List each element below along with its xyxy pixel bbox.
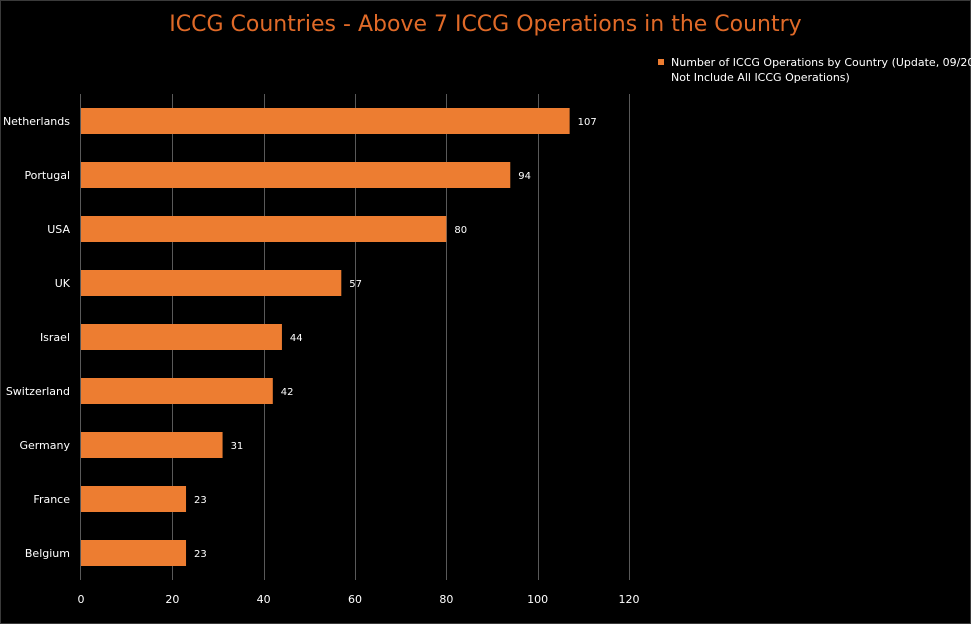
data-label: 31 <box>231 441 244 452</box>
data-label: 94 <box>518 171 531 182</box>
bar-germany[interactable] <box>81 432 223 458</box>
chart-title: ICCG Countries - Above 7 ICCG Operations… <box>169 12 802 37</box>
x-tick-label: 40 <box>257 593 271 606</box>
category-label: Netherlands <box>3 115 70 128</box>
bar-belgium[interactable] <box>81 540 187 566</box>
legend-label-line-2: Not Include All ICCG Operations) <box>671 71 850 84</box>
legend-label-line-1: Number of ICCG Operations by Country (Up… <box>671 56 971 69</box>
data-label: 23 <box>194 549 207 560</box>
bar-netherlands[interactable] <box>81 108 570 134</box>
bar-portugal[interactable] <box>81 162 511 188</box>
category-label: Germany <box>19 439 70 452</box>
data-label: 44 <box>290 333 303 344</box>
x-tick-label: 120 <box>619 593 640 606</box>
data-label: 80 <box>454 225 467 236</box>
category-label: France <box>33 493 70 506</box>
legend[interactable]: Number of ICCG Operations by Country (Up… <box>658 55 971 85</box>
data-label: 42 <box>281 387 294 398</box>
category-label: USA <box>47 223 70 236</box>
category-label: Belgium <box>25 547 70 560</box>
data-label: 23 <box>194 495 207 506</box>
x-tick-label: 20 <box>165 593 179 606</box>
x-tick-label: 100 <box>527 593 548 606</box>
x-tick-label: 0 <box>78 593 85 606</box>
bar-usa[interactable] <box>81 216 447 242</box>
bar-uk[interactable] <box>81 270 342 296</box>
bar-switzerland[interactable] <box>81 378 273 404</box>
data-label: 57 <box>349 279 362 290</box>
category-label: Israel <box>40 331 70 344</box>
category-label: Portugal <box>24 169 70 182</box>
legend-swatch <box>658 59 664 65</box>
x-tick-label: 60 <box>348 593 362 606</box>
x-tick-label: 80 <box>439 593 453 606</box>
category-label: Switzerland <box>6 385 70 398</box>
bar-france[interactable] <box>81 486 187 512</box>
category-label: UK <box>55 277 71 290</box>
bar-israel[interactable] <box>81 324 282 350</box>
data-label: 107 <box>578 117 597 128</box>
